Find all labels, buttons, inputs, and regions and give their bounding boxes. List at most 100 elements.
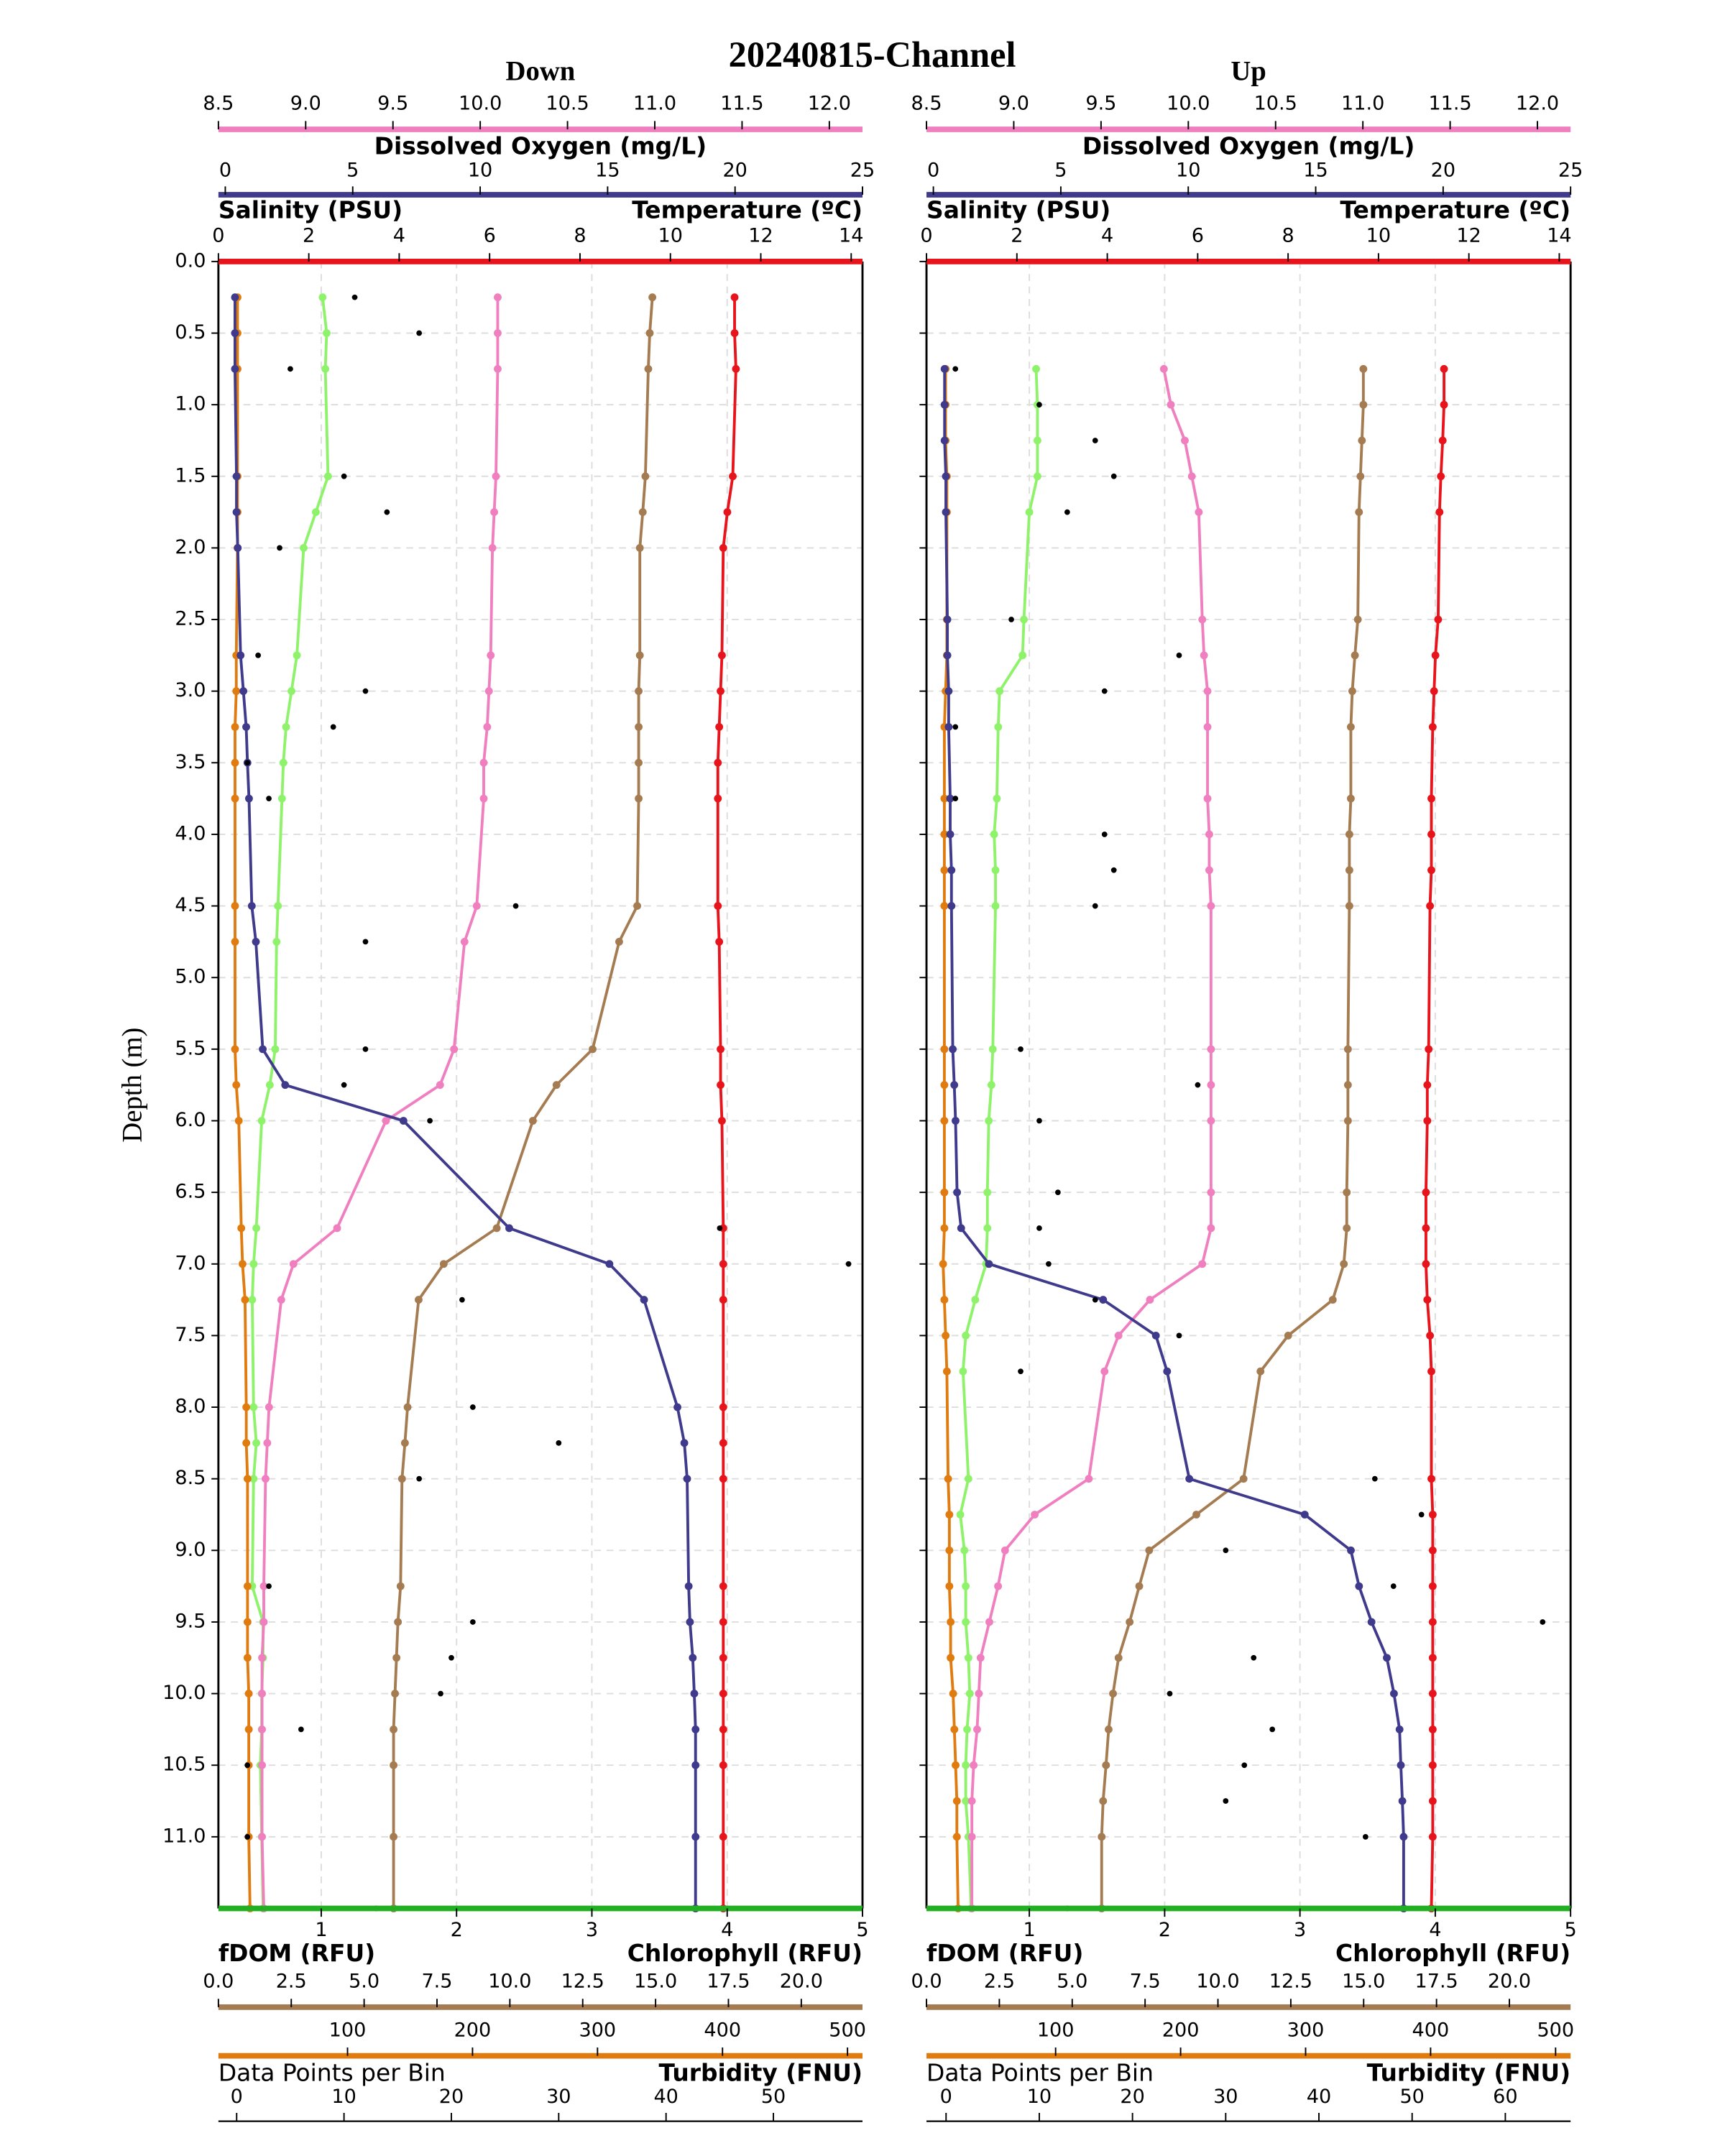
series-marker xyxy=(949,1690,957,1697)
series-marker xyxy=(277,1296,285,1304)
x-tick-label: 100 xyxy=(1037,2019,1075,2041)
series-marker xyxy=(691,1761,700,1769)
series-marker xyxy=(231,902,239,911)
series-line xyxy=(392,297,654,1909)
series-marker xyxy=(947,1654,955,1662)
data-point xyxy=(362,688,369,694)
series-marker xyxy=(248,1296,257,1304)
x-tick-label: 10 xyxy=(1176,160,1200,182)
panel-title: Down xyxy=(506,56,576,86)
series-marker xyxy=(258,1654,267,1662)
series-marker xyxy=(635,651,644,660)
series-marker xyxy=(1347,794,1355,803)
series-marker xyxy=(940,1081,949,1089)
series-marker xyxy=(940,1296,949,1304)
x-tick-label: 0 xyxy=(231,2086,243,2108)
data-point xyxy=(266,796,272,802)
x-tick-label: 8 xyxy=(574,225,586,247)
data-point xyxy=(1223,1798,1229,1804)
series-marker xyxy=(239,687,248,696)
data-point xyxy=(341,1082,347,1088)
series-marker xyxy=(952,1833,961,1841)
series-marker xyxy=(231,758,239,767)
series-marker xyxy=(1422,1224,1430,1233)
series-marker xyxy=(1198,1260,1207,1268)
series-marker xyxy=(488,543,497,552)
x-tick-label: 2 xyxy=(303,225,315,247)
series-marker xyxy=(382,1117,390,1125)
series-marker xyxy=(719,1618,727,1626)
series-marker xyxy=(439,1260,448,1268)
series-marker xyxy=(1440,364,1448,373)
y-tick-label: 0.5 xyxy=(175,321,206,344)
series-marker xyxy=(1427,1475,1435,1483)
series-marker xyxy=(1207,902,1215,911)
x-tick-label: 100 xyxy=(329,2019,367,2041)
series-marker xyxy=(1428,1761,1437,1769)
series-marker xyxy=(645,329,654,337)
y-tick-label: 2.5 xyxy=(175,608,206,630)
x-tick-label: 5 xyxy=(856,1919,868,1941)
series-marker xyxy=(479,794,488,803)
data-point xyxy=(1018,1368,1024,1375)
series-marker xyxy=(985,1260,993,1268)
x-tick-label: 10.0 xyxy=(1167,93,1210,115)
x-tick-label: 11.0 xyxy=(1341,93,1384,115)
series-marker xyxy=(242,1439,251,1447)
x-tick-label: 15 xyxy=(595,160,620,182)
series-marker xyxy=(715,723,724,731)
series-marker xyxy=(975,1690,983,1697)
series-marker xyxy=(492,1224,501,1233)
data-point xyxy=(288,366,293,372)
y-tick-label: 10.5 xyxy=(162,1754,206,1776)
series-marker xyxy=(973,1725,981,1733)
x-tick-label: 25 xyxy=(850,160,875,182)
series-marker xyxy=(993,794,1001,803)
series-marker xyxy=(1355,1582,1363,1590)
series-marker xyxy=(1207,1224,1215,1233)
series-marker xyxy=(257,1117,266,1125)
series-marker xyxy=(1203,687,1212,696)
series-marker xyxy=(947,1618,955,1626)
series-marker xyxy=(940,1188,949,1197)
x-tick-label: 10.0 xyxy=(459,93,502,115)
series-marker xyxy=(690,1690,699,1697)
series-marker xyxy=(976,1654,985,1662)
x-tick-label: 8 xyxy=(1282,225,1294,247)
series-line xyxy=(250,297,330,1909)
series-marker xyxy=(333,1224,341,1233)
series-marker xyxy=(252,937,260,946)
series-marker xyxy=(242,1403,251,1411)
series-marker xyxy=(236,651,245,660)
series-marker xyxy=(1435,508,1444,517)
series-marker xyxy=(950,1725,959,1733)
series-marker xyxy=(1098,1833,1106,1841)
series-marker xyxy=(479,758,488,767)
data-point xyxy=(351,294,358,300)
data-point xyxy=(1176,1332,1182,1339)
series-marker xyxy=(719,1582,727,1590)
series-marker xyxy=(1163,1367,1172,1376)
series-marker xyxy=(970,1761,978,1769)
series-marker xyxy=(552,1081,561,1089)
series-marker xyxy=(964,1475,972,1483)
series-marker xyxy=(717,1045,724,1054)
series-marker xyxy=(940,1117,949,1125)
x-tick-label: 14 xyxy=(1547,225,1571,247)
x-tick-label: 10 xyxy=(658,225,682,247)
series-marker xyxy=(1033,436,1041,445)
series-marker xyxy=(232,1081,241,1089)
series-marker xyxy=(1426,902,1435,911)
series-marker xyxy=(400,1439,409,1447)
series-marker xyxy=(957,1224,965,1233)
series-marker xyxy=(1198,615,1207,624)
data-point xyxy=(1101,688,1108,694)
x-tick-label: 12.0 xyxy=(1516,93,1559,115)
series-marker xyxy=(1018,651,1027,660)
series-marker xyxy=(1356,472,1365,481)
series-marker xyxy=(323,329,331,337)
series-marker xyxy=(1423,1081,1432,1089)
series-marker xyxy=(1428,1618,1437,1626)
series-marker xyxy=(944,1475,952,1483)
